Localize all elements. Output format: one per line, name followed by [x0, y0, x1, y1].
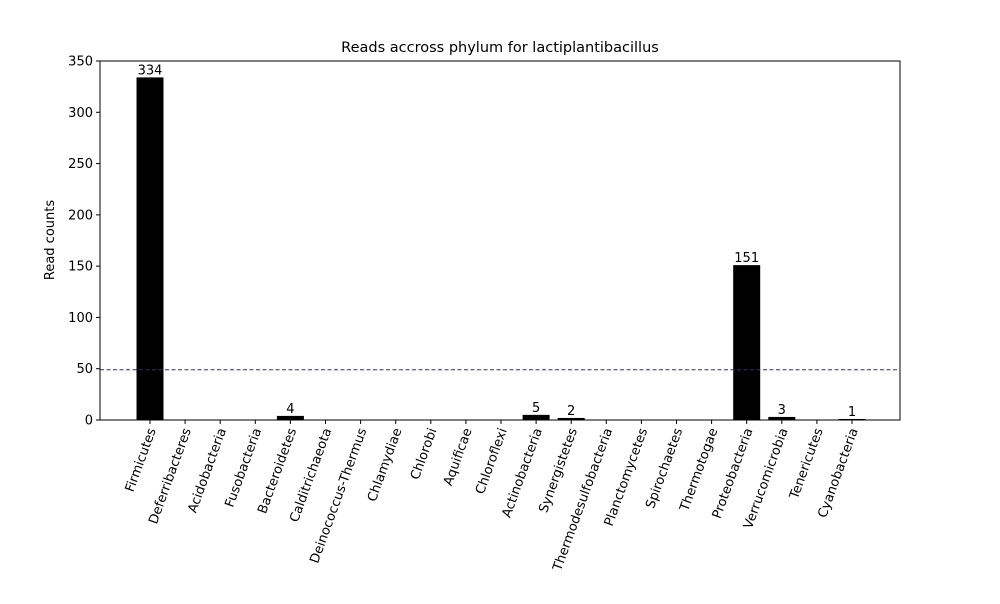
data-label: 2: [567, 404, 575, 419]
x-tick-label: Chloroflexi: [473, 426, 511, 496]
plot-frame: [99, 60, 901, 421]
x-tick-label: Fusobacteria: [223, 426, 266, 509]
y-tick-label: 200: [68, 208, 93, 223]
bar-firmicutes: [136, 77, 164, 420]
bar-verrucomicrobia: [768, 416, 796, 420]
data-labels-group: 334 4 5 2 151 3 1: [138, 63, 857, 420]
x-tick-label: Tenericutes: [787, 426, 827, 502]
bar-synergistetes: [557, 417, 585, 420]
bar-actinobacteria: [522, 414, 550, 420]
x-tick-label: Chlamydiae: [365, 426, 405, 504]
x-axis-ticks: FirmicutesDeferribacteresAcidobacteriaFu…: [123, 420, 862, 574]
y-axis-label: Read counts: [43, 200, 58, 280]
y-tick-label: 150: [68, 260, 93, 275]
x-tick-label: Aquificae: [441, 426, 476, 488]
y-tick-label: 100: [68, 311, 93, 326]
bar-cyanobacteria: [838, 418, 866, 420]
chart-title: Reads accross phylum for lactiplantibaci…: [341, 40, 659, 56]
x-tick-label: Firmicutes: [123, 426, 160, 494]
x-tick-label: Chlorobi: [408, 426, 440, 482]
data-label: 5: [532, 401, 540, 416]
bar-proteobacteria: [733, 265, 761, 420]
y-tick-label: 350: [68, 55, 93, 70]
data-label: 334: [138, 63, 163, 78]
data-label: 4: [286, 402, 294, 417]
data-label: 3: [778, 403, 786, 418]
bar-bacteroidetes: [276, 415, 304, 420]
y-tick-label: 0: [85, 414, 93, 429]
y-tick-label: 50: [76, 362, 93, 377]
bars-group: [136, 77, 866, 420]
y-axis-ticks: 0 50 100 150 200 250 300 350: [68, 55, 100, 429]
y-tick-label: 250: [68, 157, 93, 172]
data-label: 1: [848, 405, 856, 420]
x-tick-label: Spirochaetes: [643, 426, 686, 511]
y-tick-label: 300: [68, 106, 93, 121]
data-label: 151: [734, 251, 759, 266]
